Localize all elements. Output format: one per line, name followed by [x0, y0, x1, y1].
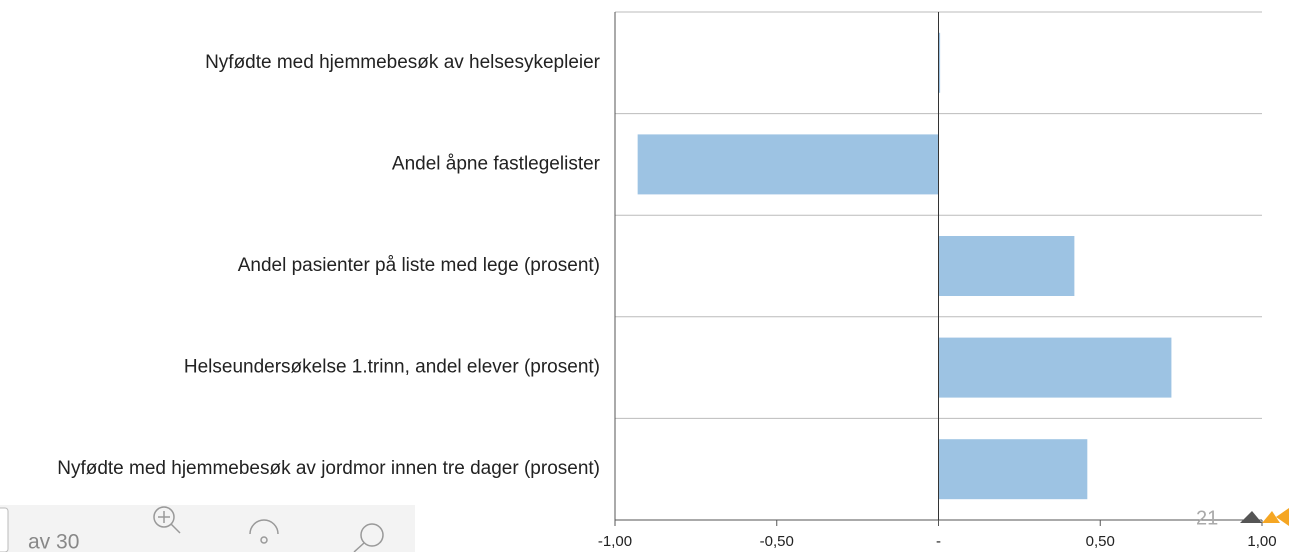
logo [1240, 508, 1289, 526]
y-tick-label: Andel åpne fastlegelister [392, 153, 601, 174]
x-tick-label: -1,00 [598, 533, 632, 550]
bar [938, 337, 1172, 398]
y-tick-label: Andel pasienter på liste med lege (prose… [238, 255, 600, 276]
page-count: av 30 [28, 531, 79, 552]
bar [938, 236, 1075, 296]
x-tick-label: - [936, 533, 941, 550]
bar [637, 134, 939, 195]
toolbar-background [0, 505, 415, 552]
x-tick-label: -0,50 [760, 533, 794, 550]
y-tick-label: Nyfødte med hjemmebesøk av helsesykeplei… [205, 52, 601, 73]
zoom-in-icon[interactable] [153, 506, 181, 534]
x-tick-label: 1,00 [1247, 533, 1276, 550]
y-tick-label: Nyfødte med hjemmebesøk av jordmor innen… [57, 458, 600, 479]
rotate-icon[interactable] [249, 519, 279, 544]
x-tick-label: 0,50 [1086, 533, 1115, 550]
page-input[interactable] [0, 507, 9, 552]
bar [938, 32, 941, 93]
page-number: 21 [1196, 507, 1218, 529]
viewer-toolbar: av 30 [0, 505, 415, 552]
y-tick-label: Helseundersøkelse 1.trinn, andel elever … [184, 357, 600, 378]
bar [938, 439, 1088, 500]
search-icon[interactable] [353, 523, 384, 552]
